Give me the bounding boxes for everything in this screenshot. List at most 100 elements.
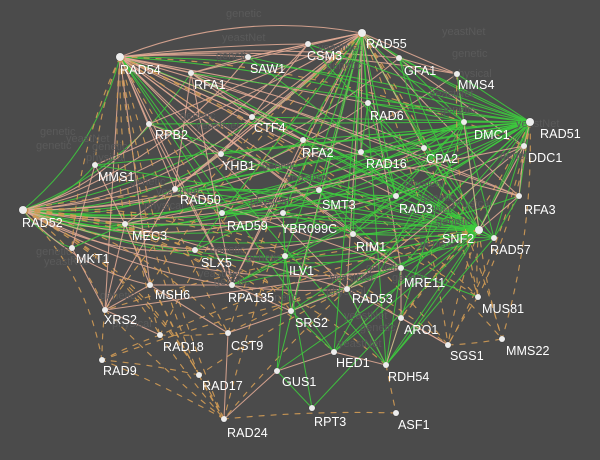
network-node-cpa2[interactable]	[420, 144, 428, 152]
network-node-aro1[interactable]	[397, 314, 405, 322]
network-node-rad3[interactable]	[392, 192, 400, 200]
network-node-rpb2[interactable]	[145, 120, 153, 128]
network-node-srs2[interactable]	[287, 307, 295, 315]
network-node-rfa2[interactable]	[299, 136, 307, 144]
network-edge-coexpression	[367, 102, 531, 123]
network-node-rad18[interactable]	[156, 331, 164, 339]
network-edge-coexpression	[398, 57, 480, 231]
network-edge-genetic	[119, 56, 503, 340]
network-node-rpt3[interactable]	[308, 404, 316, 412]
network-node-rad57[interactable]	[490, 234, 498, 242]
network-node-rad53[interactable]	[343, 285, 351, 293]
network-edge-physical	[119, 56, 402, 269]
network-node-snf2[interactable]	[474, 225, 484, 235]
network-edge-coexpression	[318, 189, 354, 235]
network-node-csm3[interactable]	[304, 40, 312, 48]
network-edge-genetic	[101, 334, 161, 361]
network-edge-coexpression	[395, 121, 465, 197]
network-edge-coexpression	[398, 57, 531, 123]
network-node-rad54[interactable]	[115, 52, 125, 62]
network-edge-coexpression	[385, 237, 495, 366]
network-edge-physical	[94, 164, 126, 225]
network-node-rfa3[interactable]	[515, 192, 523, 200]
network-edge-coexpression	[456, 73, 531, 123]
network-edge-coexpression	[284, 255, 313, 409]
network-edge-genetic	[476, 229, 480, 298]
network-edge-coexpression	[282, 212, 286, 257]
network-node-ybr099c[interactable]	[279, 209, 287, 217]
network-edge-physical	[119, 56, 362, 153]
network-node-mre11[interactable]	[397, 264, 405, 272]
network-edge-coexpression	[360, 151, 480, 231]
network-node-msh6[interactable]	[146, 281, 154, 289]
network-edge-genetic	[159, 32, 363, 336]
network-node-mms1[interactable]	[91, 161, 99, 169]
network-node-rad52[interactable]	[18, 205, 28, 215]
network-node-rad59[interactable]	[218, 209, 226, 217]
network-edge-physical	[174, 188, 402, 269]
network-node-rad16[interactable]	[357, 148, 365, 156]
network-node-sgs1[interactable]	[444, 341, 452, 349]
network-node-yhb1[interactable]	[217, 150, 225, 158]
network-node-mus81[interactable]	[474, 293, 482, 301]
network-edge-coexpression	[119, 56, 223, 214]
network-node-rdh54[interactable]	[382, 361, 390, 369]
network-node-asf1[interactable]	[392, 409, 400, 417]
network-node-slx5[interactable]	[191, 246, 199, 254]
network-edge-genetic	[159, 334, 225, 420]
network-node-rad9[interactable]	[98, 356, 106, 364]
network-edge-coexpression	[423, 121, 465, 149]
network-edge-physical	[124, 32, 363, 225]
network-edge-coexpression	[346, 288, 387, 366]
network-edge-physical	[220, 116, 253, 155]
network-node-mkt1[interactable]	[68, 244, 76, 252]
network-node-hed1[interactable]	[330, 348, 338, 356]
network-edge-coexpression	[367, 102, 397, 197]
network-edge-genetic	[71, 56, 121, 249]
network-edge-coexpression	[221, 195, 397, 214]
network-node-rad6[interactable]	[364, 99, 372, 107]
network-node-ctf4[interactable]	[248, 113, 256, 121]
network-node-cst9[interactable]	[224, 329, 232, 337]
network-node-smt3[interactable]	[315, 186, 323, 194]
network-edge-physical	[119, 56, 151, 286]
network-edge-physical	[22, 209, 151, 286]
network-node-saw1[interactable]	[244, 53, 252, 61]
network-edge-genetic	[124, 223, 225, 420]
network-edge-coexpression	[367, 102, 465, 123]
network-node-mec3[interactable]	[121, 220, 129, 228]
network-edge-coexpression	[318, 121, 465, 191]
network-node-rad51[interactable]	[525, 117, 535, 127]
network-node-rad55[interactable]	[357, 28, 367, 38]
network-edge-physical	[174, 153, 222, 190]
network-node-gus1[interactable]	[273, 367, 281, 375]
network-edge-coexpression	[282, 121, 531, 214]
network-node-rad24[interactable]	[220, 415, 228, 423]
network-edge-physical	[119, 56, 369, 104]
network-edge-genetic	[447, 121, 531, 346]
network-edge-coexpression	[22, 121, 465, 216]
network-node-ilv1[interactable]	[281, 252, 289, 260]
network-edge-coexpression	[385, 267, 402, 366]
network-node-mms22[interactable]	[498, 335, 506, 343]
network-node-rpa135[interactable]	[228, 281, 236, 289]
network-edge-coexpression	[247, 56, 531, 123]
network-node-rim1[interactable]	[349, 230, 357, 238]
network-edge-genetic	[477, 121, 531, 298]
network-edge-genetic	[159, 332, 229, 336]
network-node-rfa1[interactable]	[187, 69, 195, 77]
network-edge-physical	[148, 123, 222, 155]
network-edge-coexpression	[318, 189, 495, 239]
network-node-mms4[interactable]	[453, 70, 461, 78]
network-node-rad17[interactable]	[195, 371, 203, 379]
network-edge-genetic	[119, 56, 161, 336]
network-node-dmc1[interactable]	[460, 118, 468, 126]
network-edge-physical	[290, 288, 348, 312]
network-edge-genetic	[101, 359, 225, 420]
network-edge-coexpression	[352, 121, 465, 235]
network-node-rad50[interactable]	[171, 185, 179, 193]
network-node-gfa1[interactable]	[395, 54, 403, 62]
network-node-xrs2[interactable]	[101, 306, 109, 314]
network-node-ddc1[interactable]	[520, 142, 528, 150]
